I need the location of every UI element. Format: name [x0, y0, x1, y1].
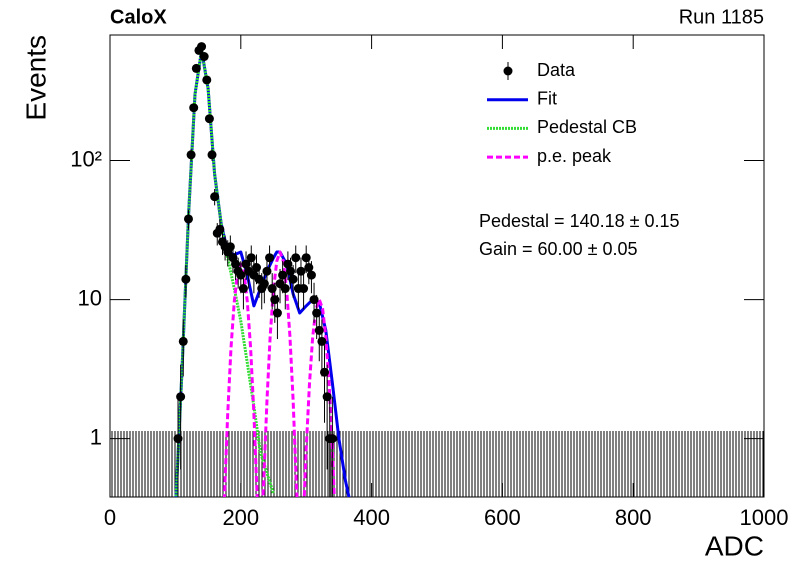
- y-axis-label: Events: [20, 35, 51, 121]
- legend-label: Fit: [537, 88, 557, 108]
- data-point: [246, 253, 256, 263]
- data-point: [270, 295, 280, 305]
- data-point: [267, 284, 277, 294]
- data-point: [259, 279, 269, 289]
- data-point: [306, 270, 316, 280]
- data-point: [322, 392, 332, 402]
- data-point: [191, 63, 201, 73]
- y-tick-label: 1: [90, 424, 102, 449]
- annotation: Pedestal = 140.18 ± 0.15: [479, 211, 680, 231]
- data-point: [189, 103, 199, 113]
- data-point: [251, 263, 261, 273]
- data-point: [320, 367, 330, 377]
- data-point: [215, 224, 225, 234]
- data-point: [280, 284, 290, 294]
- data-point: [309, 295, 319, 305]
- data-point: [178, 336, 188, 346]
- data-point: [183, 214, 193, 224]
- chart-title: CaloX: [110, 6, 167, 28]
- data-point: [288, 274, 298, 284]
- data-point: [278, 270, 288, 280]
- data-point: [236, 270, 246, 280]
- plot-area: [173, 42, 351, 497]
- data-point: [312, 308, 322, 318]
- data-point: [286, 266, 296, 276]
- data-point: [210, 192, 220, 202]
- x-tick-label: 200: [222, 505, 259, 530]
- legend-label: p.e. peak: [537, 146, 612, 166]
- data-point: [207, 150, 217, 160]
- x-tick-label: 800: [615, 505, 652, 530]
- data-point: [262, 266, 272, 276]
- x-tick-label: 600: [484, 505, 521, 530]
- data-point: [296, 266, 306, 276]
- data-point: [199, 52, 209, 62]
- x-tick-label: 1000: [740, 505, 789, 530]
- data-point: [317, 336, 327, 346]
- data-point: [272, 308, 282, 318]
- y-tick-label: 10: [78, 285, 102, 310]
- data-point: [197, 42, 207, 52]
- data-point: [238, 284, 248, 294]
- annotation: Gain = 60.00 ± 0.05: [479, 239, 638, 259]
- x-axis-label: ADC: [705, 530, 764, 561]
- data-point: [202, 75, 212, 85]
- data-point: [327, 434, 337, 444]
- data-point: [314, 325, 324, 335]
- legend-label: Pedestal CB: [537, 117, 637, 137]
- x-tick-label: 0: [104, 505, 116, 530]
- data-point: [299, 284, 309, 294]
- data-point: [204, 114, 214, 124]
- x-tick-label: 400: [353, 505, 390, 530]
- data-point: [265, 253, 275, 263]
- data-point: [181, 274, 191, 284]
- data-point: [291, 253, 301, 263]
- data-point: [173, 434, 183, 444]
- data-point: [225, 242, 235, 252]
- legend-label: Data: [537, 60, 576, 80]
- data-point: [301, 253, 311, 263]
- data-point: [186, 150, 196, 160]
- chart-subtitle: Run 1185: [679, 6, 764, 28]
- y-tick-label: 10²: [70, 146, 102, 171]
- plot-frame: [109, 34, 765, 498]
- hatched-band: [110, 431, 764, 497]
- data-point: [176, 392, 186, 402]
- legend-marker: [503, 66, 513, 76]
